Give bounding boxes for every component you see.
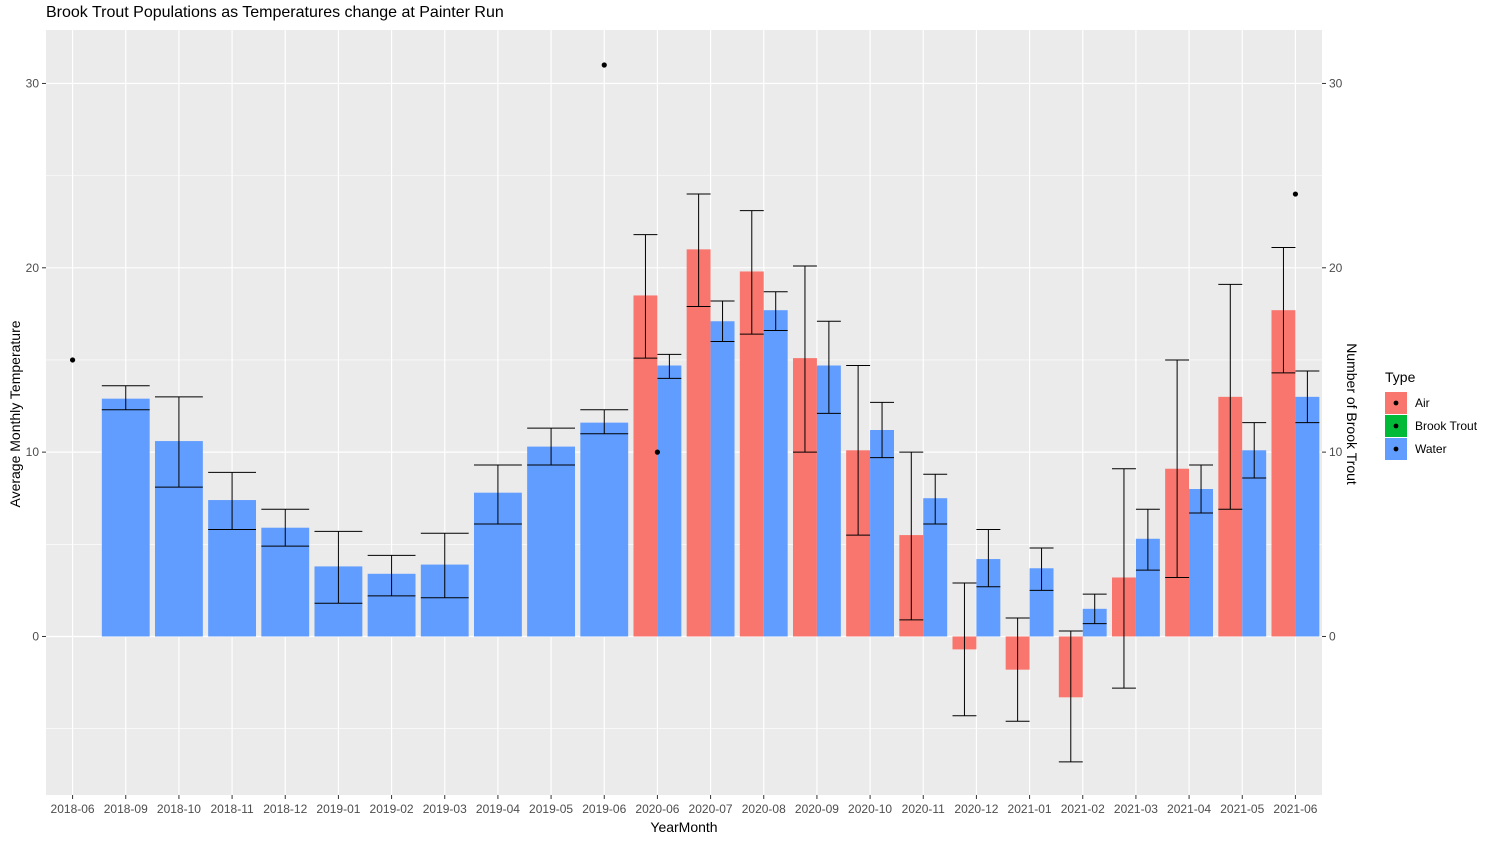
x-tick-label: 2021-04 xyxy=(1167,802,1211,816)
water-bar xyxy=(1295,396,1320,637)
x-tick-label: 2020-10 xyxy=(848,802,892,816)
x-tick-label: 2020-12 xyxy=(954,802,998,816)
x-axis: 2018-06 2018-09 2018-10 2018-11 2018-12 2019-… xyxy=(51,795,1318,816)
legend-key-point xyxy=(1393,400,1399,406)
water-bar xyxy=(870,430,895,637)
x-tick-label: 2018-06 xyxy=(51,802,95,816)
x-tick-label: 2020-07 xyxy=(689,802,733,816)
legend-label: Water xyxy=(1415,442,1447,456)
water-bar xyxy=(580,422,629,637)
x-tick-label: 2019-04 xyxy=(476,802,520,816)
x-tick-label: 2019-03 xyxy=(423,802,467,816)
water-bar xyxy=(527,446,576,637)
x-tick-label: 2018-11 xyxy=(211,802,254,816)
x-tick-label: 2020-11 xyxy=(902,802,945,816)
water-bar xyxy=(1029,568,1054,637)
y-tick-label: 20 xyxy=(26,261,40,275)
x-tick-label: 2018-09 xyxy=(104,802,148,816)
x-tick-label: 2019-01 xyxy=(316,802,360,816)
water-bar xyxy=(1135,538,1160,637)
x-tick-label: 2021-05 xyxy=(1220,802,1264,816)
x-tick-label: 2021-02 xyxy=(1061,802,1105,816)
y-tick-label: 10 xyxy=(26,445,40,459)
water-bar xyxy=(976,559,1001,637)
legend-label: Air xyxy=(1415,396,1430,410)
x-tick-label: 2020-06 xyxy=(635,802,679,816)
x-tick-label: 2018-12 xyxy=(263,802,307,816)
water-bar xyxy=(657,365,682,637)
legend-key-point xyxy=(1393,423,1399,429)
legend: Type Air Brook Trout Water xyxy=(1385,369,1478,460)
y2-tick-label: 20 xyxy=(1329,261,1343,275)
air-bar xyxy=(686,249,711,637)
x-tick-label: 2021-03 xyxy=(1114,802,1158,816)
water-bar xyxy=(1242,450,1267,637)
x-tick-label: 2018-10 xyxy=(157,802,201,816)
y2-axis-title: Number of Brook Trout xyxy=(1344,343,1360,485)
air-bar xyxy=(792,358,817,637)
plot-panel xyxy=(46,30,1322,795)
brook-trout-point xyxy=(654,449,661,455)
chart-title: Brook Trout Populations as Temperatures … xyxy=(46,4,504,21)
y-tick-label: 0 xyxy=(32,629,39,643)
water-bar xyxy=(101,398,150,637)
brook-trout-point xyxy=(69,357,76,363)
x-axis-title: YearMonth xyxy=(650,819,717,835)
points xyxy=(69,62,1299,455)
brook-trout-point xyxy=(601,62,607,68)
legend-key-point xyxy=(1393,446,1399,452)
y2-tick-label: 30 xyxy=(1329,76,1343,90)
water-bar xyxy=(1189,489,1214,637)
x-tick-label: 2019-05 xyxy=(529,802,573,816)
y-tick-label: 30 xyxy=(26,76,40,90)
legend-label: Brook Trout xyxy=(1415,419,1478,433)
water-bar xyxy=(816,365,841,637)
grid-minor xyxy=(46,175,1322,729)
y2-tick-label: 10 xyxy=(1329,445,1343,459)
air-bar xyxy=(739,271,764,637)
legend-title: Type xyxy=(1385,369,1416,385)
x-tick-label: 2019-02 xyxy=(370,802,414,816)
brook-trout-point xyxy=(1292,191,1299,197)
water-bar xyxy=(763,310,788,637)
y2-tick-label: 0 xyxy=(1329,629,1336,643)
x-tick-label: 2020-09 xyxy=(795,802,839,816)
y-axis-title: Average Monthly Temperature xyxy=(7,320,23,507)
error-bars xyxy=(101,193,1320,763)
x-tick-label: 2021-01 xyxy=(1008,802,1052,816)
air-bar xyxy=(1271,310,1296,637)
x-tick-label: 2019-06 xyxy=(582,802,626,816)
x-tick-label: 2021-06 xyxy=(1273,802,1317,816)
water-bar xyxy=(710,321,735,637)
air-bar xyxy=(846,450,871,637)
y-axis-left: 0 10 20 30 xyxy=(26,76,46,643)
water-bar xyxy=(923,498,948,637)
x-tick-label: 2020-08 xyxy=(742,802,786,816)
air-bar xyxy=(633,295,658,637)
y-axis-right: 0 10 20 30 xyxy=(1322,76,1343,643)
air-bar xyxy=(1218,396,1243,637)
